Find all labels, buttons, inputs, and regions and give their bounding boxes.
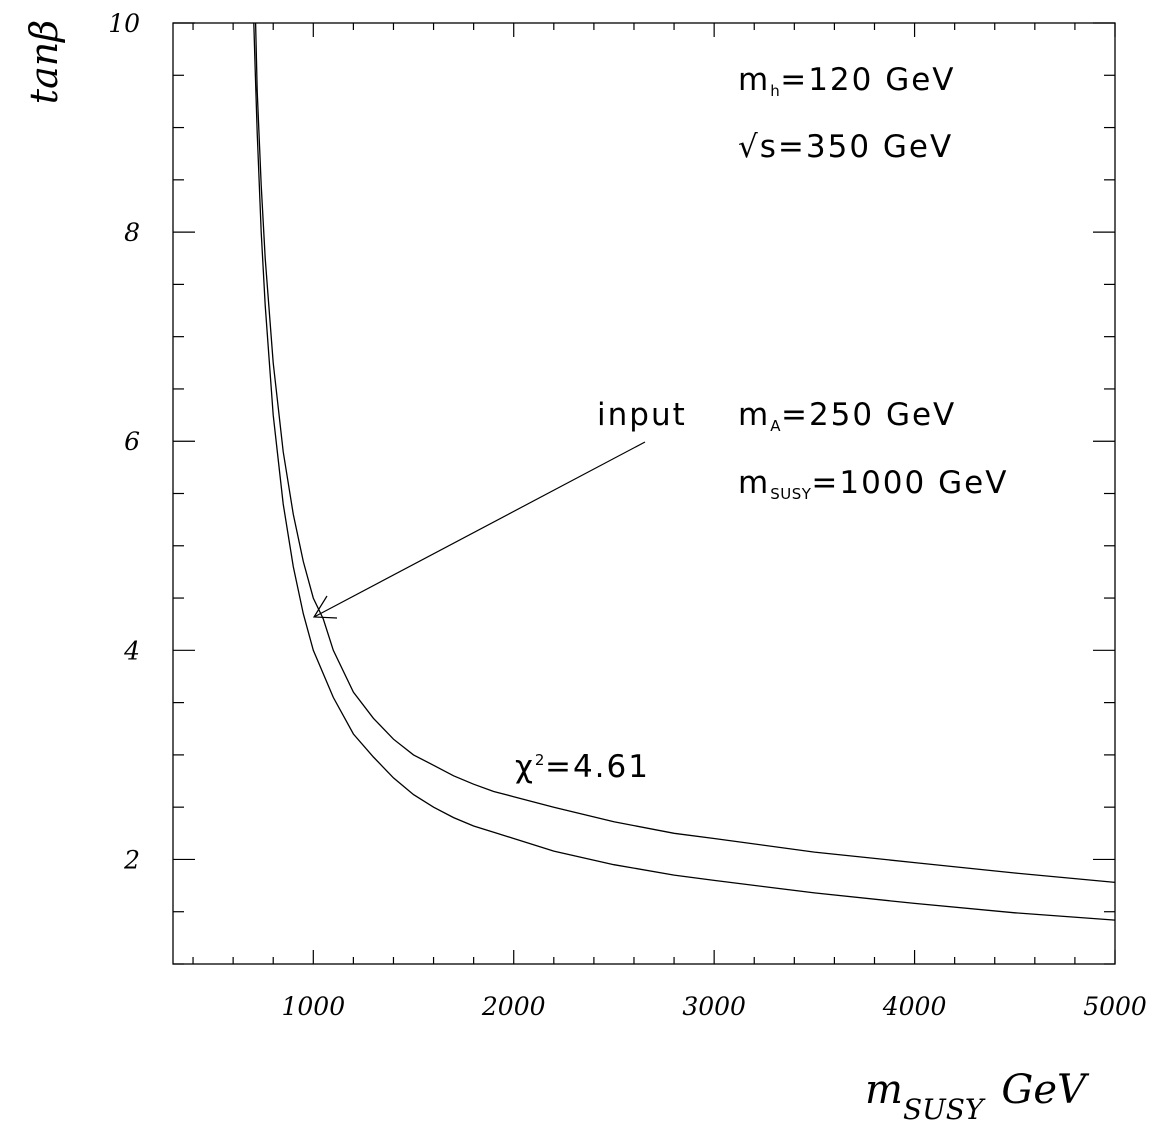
x-tick-label: 4000 xyxy=(882,992,947,1021)
y-tick-label: 6 xyxy=(124,427,140,456)
y-tick-label: 2 xyxy=(123,845,140,874)
annotation-chi2: χ2=4.61 xyxy=(515,749,650,785)
y-axis-label: tanβ xyxy=(22,20,66,104)
y-tick-label: 8 xyxy=(124,218,140,247)
x-tick-labels: 1000 2000 3000 4000 5000 xyxy=(281,992,1146,1021)
x-axis-label: mSUSY GeV xyxy=(865,1067,1090,1126)
chi2-contour-curve-1 xyxy=(253,22,1116,921)
axis-ticks xyxy=(173,22,1116,965)
y-tick-labels: 2 4 6 8 10 xyxy=(108,9,140,874)
input-arrow xyxy=(313,441,646,618)
x-axis-label-sub: SUSY xyxy=(903,1093,986,1126)
x-tick-label: 2000 xyxy=(481,992,546,1021)
x-tick-label: 3000 xyxy=(682,992,746,1021)
annotation-msusy: mSUSY=1000 GeV xyxy=(738,465,1008,503)
y-tick-label: 4 xyxy=(123,636,140,665)
annotation-mA: mA=250 GeV xyxy=(738,397,956,435)
annotation-input-label: input xyxy=(597,397,687,433)
curves xyxy=(253,22,1116,921)
x-axis-label-unit: GeV xyxy=(1001,1067,1090,1113)
x-axis-label-m: m xyxy=(865,1067,903,1113)
chi2-contour-curve-2 xyxy=(254,22,1116,884)
annotation-mh: mh=120 GeV xyxy=(738,62,956,100)
x-tick-label: 5000 xyxy=(1083,992,1147,1021)
input-arrow-head xyxy=(312,595,338,619)
annotation-sqrt-s: √s=350 GeV xyxy=(738,129,953,165)
x-tick-label: 1000 xyxy=(281,992,345,1021)
y-tick-label: 10 xyxy=(108,9,140,38)
